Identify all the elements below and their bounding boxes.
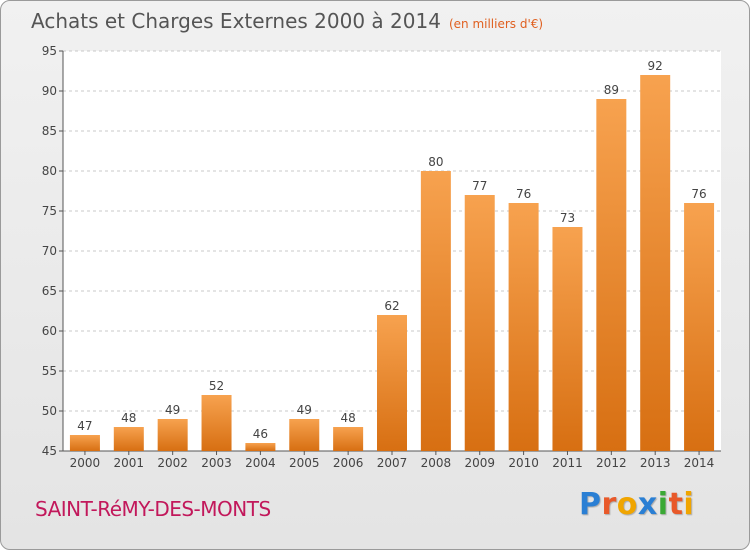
bar (596, 99, 627, 451)
bar (508, 203, 539, 451)
bar (113, 427, 144, 451)
brand-letter: P (579, 487, 602, 522)
x-tick-label: 2003 (201, 456, 232, 470)
x-tick-label: 2014 (684, 456, 715, 470)
brand-letter: o (616, 487, 638, 522)
x-tick-label: 2007 (377, 456, 408, 470)
bar-value-label: 46 (253, 427, 268, 441)
y-tick-label: 90 (42, 84, 57, 98)
bar (245, 443, 276, 451)
bar (157, 419, 188, 451)
commune-name: SAINT-RéMY-DES-MONTS (35, 497, 271, 521)
bar-value-label: 89 (604, 83, 619, 97)
bar (201, 395, 232, 451)
bar-value-label: 48 (340, 411, 355, 425)
y-tick-label: 75 (42, 204, 57, 218)
bar-value-label: 77 (472, 179, 487, 193)
bar (552, 227, 583, 451)
x-tick-label: 2013 (640, 456, 671, 470)
x-tick-label: 2012 (596, 456, 627, 470)
bar-value-label: 48 (121, 411, 136, 425)
chart-subtitle: (en milliers d'€) (448, 17, 544, 31)
x-tick-label: 2011 (552, 456, 583, 470)
bar-value-label: 49 (297, 403, 312, 417)
bar (69, 435, 100, 451)
x-tick-label: 2001 (114, 456, 145, 470)
brand-letter: i (683, 487, 695, 522)
y-tick-label: 45 (42, 444, 57, 458)
bar-value-label: 76 (516, 187, 531, 201)
bar (420, 171, 451, 451)
bar-value-label: 47 (77, 419, 92, 433)
bar (289, 419, 320, 451)
y-tick-label: 55 (42, 364, 57, 378)
chart-title-text: Achats et Charges Externes 2000 à 2014 (31, 9, 441, 33)
bar-value-label: 49 (165, 403, 180, 417)
x-tick-label: 2002 (157, 456, 188, 470)
y-tick-label: 50 (42, 404, 57, 418)
brand-letter: i (657, 487, 669, 522)
x-tick-label: 2008 (421, 456, 452, 470)
y-tick-label: 80 (42, 164, 57, 178)
brand-letter: x (637, 487, 658, 522)
y-tick-label: 60 (42, 324, 57, 338)
y-tick-label: 95 (42, 44, 57, 58)
bar (377, 315, 407, 451)
bar-value-label: 80 (428, 155, 443, 169)
x-tick-label: 2010 (508, 456, 539, 470)
bar (640, 75, 671, 451)
x-tick-label: 2006 (333, 456, 364, 470)
x-tick-label: 2000 (70, 456, 101, 470)
brand-letter: r (601, 487, 617, 522)
proxiti-logo[interactable]: Proxiti (579, 487, 694, 522)
y-tick-label: 85 (42, 124, 57, 138)
bar (464, 195, 495, 451)
y-tick-label: 65 (42, 284, 57, 298)
chart-title: Achats et Charges Externes 2000 à 2014 (e… (31, 9, 543, 33)
bar (684, 203, 715, 451)
bar (333, 427, 364, 451)
x-tick-label: 2004 (245, 456, 276, 470)
brand-letter: t (668, 487, 684, 522)
bar-value-label: 62 (384, 299, 399, 313)
y-tick-label: 70 (42, 244, 57, 258)
x-tick-label: 2005 (289, 456, 320, 470)
bar-value-label: 73 (560, 211, 575, 225)
x-tick-label: 2009 (464, 456, 495, 470)
bar-value-label: 76 (691, 187, 706, 201)
bar-value-label: 92 (648, 59, 663, 73)
bar-value-label: 52 (209, 379, 224, 393)
